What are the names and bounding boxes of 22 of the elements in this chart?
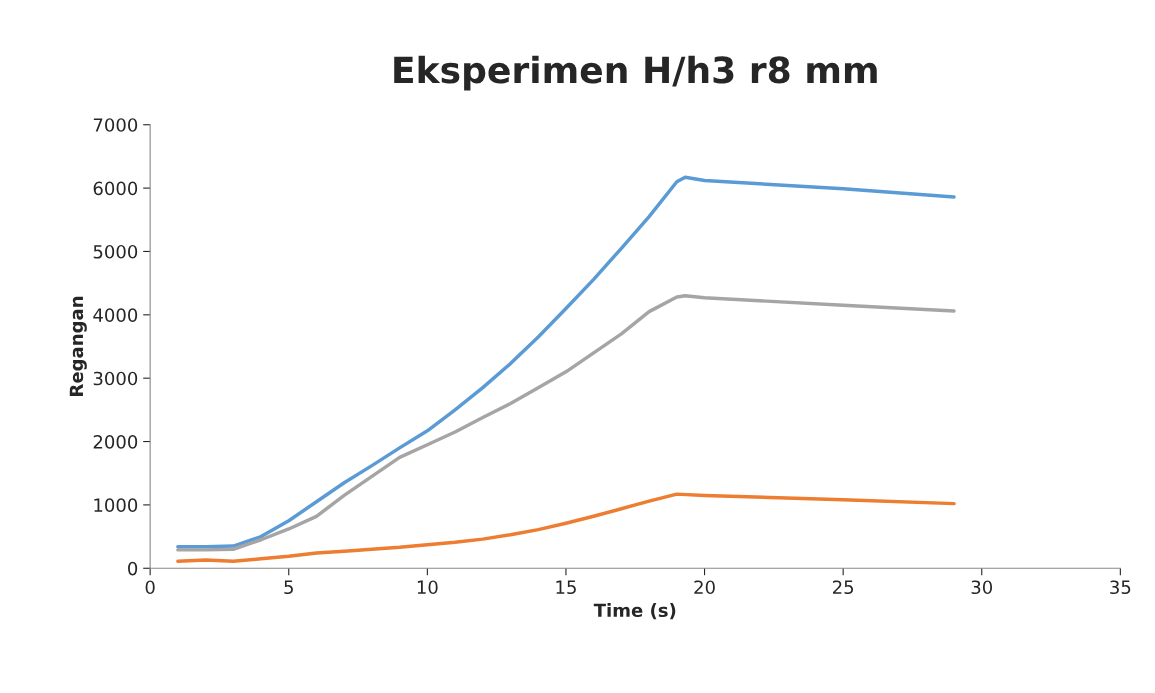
line-series xyxy=(176,175,956,549)
x-tick-label: 30 xyxy=(971,580,993,595)
line-series xyxy=(176,294,956,552)
y-axis-title: Regangan xyxy=(69,296,87,396)
x-tick-label: 0 xyxy=(145,580,155,595)
x-tick-label: 10 xyxy=(417,580,438,595)
y-tick-label: 3000 xyxy=(93,371,138,386)
x-tick-label: 5 xyxy=(284,580,293,595)
y-tick-label: 6000 xyxy=(93,181,138,196)
chart-title: Eksperimen H/h3 r8 mm xyxy=(394,55,877,91)
x-tick-label: 20 xyxy=(694,580,715,595)
x-axis-title: Time (s) xyxy=(593,603,676,620)
y-tick-label: 7000 xyxy=(93,118,138,132)
y-tick-label: 5000 xyxy=(93,244,138,259)
line-series xyxy=(176,492,956,564)
y-tick-label: 2000 xyxy=(93,435,138,449)
y-tick-label: 1000 xyxy=(94,498,138,513)
x-tick-label: 25 xyxy=(832,580,854,595)
y-tick-label: 0 xyxy=(128,561,138,576)
x-tick-label: 15 xyxy=(556,580,576,595)
x-tick-label: 35 xyxy=(1110,580,1131,595)
y-tick-label: 4000 xyxy=(93,308,138,322)
